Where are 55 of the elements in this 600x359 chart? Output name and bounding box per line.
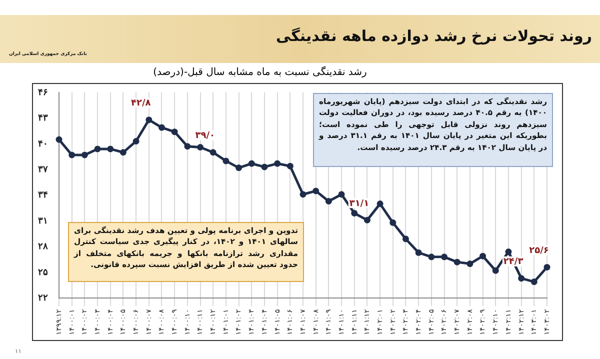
point	[300, 191, 306, 198]
point	[376, 200, 384, 208]
point	[222, 158, 230, 164]
y-tick-label: ۲۲	[38, 292, 48, 303]
y-tick-label: ۳۱	[38, 215, 48, 226]
point	[248, 160, 255, 167]
point	[466, 260, 474, 268]
point	[454, 258, 460, 266]
point	[544, 264, 550, 270]
point	[286, 162, 294, 170]
point	[312, 188, 320, 194]
point	[325, 198, 332, 204]
point	[236, 164, 242, 172]
point	[107, 146, 114, 152]
annotation: ۳۹/۰	[195, 131, 215, 142]
point	[68, 152, 76, 158]
chart-subtitle: رشد نقدینگی نسبت به ماه مشابه سال قبل-(درصد)	[152, 67, 368, 78]
annotation: ۲۴/۳	[503, 257, 524, 268]
point	[402, 236, 409, 242]
y-tick-label: ۴۶	[38, 86, 48, 97]
point	[158, 124, 165, 131]
point	[518, 275, 525, 282]
point	[338, 191, 345, 198]
point	[351, 210, 358, 216]
y-tick-label: ۳۴	[38, 190, 48, 200]
point	[210, 149, 216, 156]
annotation: ۲۵/۶	[529, 246, 549, 256]
point	[197, 144, 204, 150]
point	[480, 252, 486, 260]
y-tick-label: ۴۳	[38, 112, 48, 123]
point	[146, 116, 152, 124]
point	[492, 267, 499, 274]
y-tick-label: ۲۸	[38, 241, 48, 252]
annotation: ۳۱/۱	[349, 198, 370, 209]
point	[530, 278, 538, 286]
y-tick-label: ۳۷	[38, 164, 48, 174]
point	[171, 128, 178, 136]
point	[415, 249, 422, 256]
point	[428, 254, 435, 260]
y-tick-label: ۴۰	[38, 138, 48, 148]
point	[261, 164, 268, 170]
point	[81, 152, 88, 158]
point	[120, 149, 126, 156]
point	[132, 138, 140, 144]
point	[505, 248, 512, 256]
point	[94, 146, 101, 152]
point	[274, 160, 281, 167]
chart-title: روند تحولات نرخ رشد دوازده ماهه نقدینگی	[276, 27, 592, 45]
point	[184, 143, 191, 150]
y-tick-label: ۲۵	[38, 266, 48, 277]
point	[56, 136, 62, 143]
point	[364, 216, 370, 224]
point	[441, 254, 448, 260]
annotation: ۴۲/۸	[131, 98, 152, 109]
point	[390, 219, 396, 226]
